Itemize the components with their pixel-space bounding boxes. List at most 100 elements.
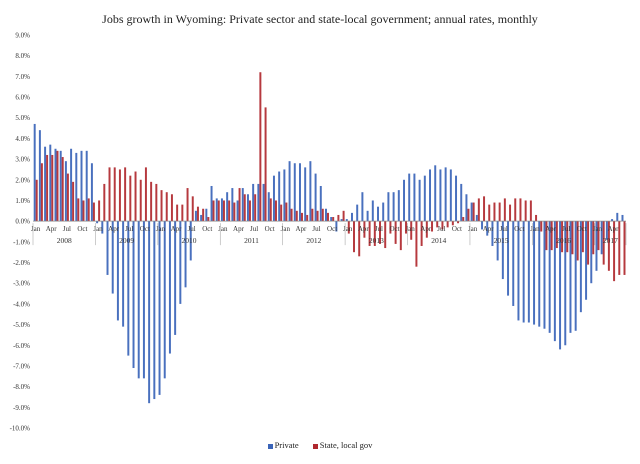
bar-private: [184, 221, 187, 288]
bar-state: [92, 202, 95, 222]
bar-private: [621, 214, 624, 222]
bar-private: [163, 221, 166, 379]
bar-private: [278, 171, 281, 222]
bar-private: [579, 221, 582, 313]
month-tick-label: Jan: [405, 225, 415, 233]
bar-state: [477, 198, 480, 222]
bar-state: [285, 202, 288, 222]
bar-private: [418, 179, 421, 222]
bar-private: [491, 221, 494, 246]
bar-state: [623, 221, 626, 275]
bar-private: [70, 148, 73, 222]
month-tick-label: Jan: [218, 225, 228, 233]
bar-state: [196, 206, 199, 222]
bar-private: [116, 221, 119, 321]
bar-state: [118, 169, 121, 222]
year-label: 2009: [119, 236, 134, 245]
bar-private: [246, 194, 249, 222]
bar-state: [212, 200, 215, 222]
bar-private: [220, 198, 223, 222]
bar-private: [429, 169, 432, 222]
bar-private: [486, 221, 489, 236]
bar-private: [616, 212, 619, 222]
month-tick-label: Apr: [483, 225, 495, 233]
bar-private: [356, 204, 359, 222]
bar-state: [483, 196, 486, 222]
bar-state: [170, 194, 173, 222]
bar-private: [142, 221, 145, 379]
bar-state: [529, 200, 532, 222]
bar-state: [150, 181, 153, 222]
bar-state: [103, 183, 106, 222]
bar-private: [54, 148, 57, 222]
bar-state: [316, 210, 319, 222]
month-tick-label: Oct: [265, 225, 275, 233]
bar-state: [431, 221, 434, 232]
bar-private: [272, 175, 275, 222]
legend-private: Private: [267, 440, 299, 450]
month-tick-label: Oct: [140, 225, 150, 233]
bar-state: [415, 221, 418, 267]
bar-private: [252, 183, 255, 222]
y-tick-label: 7.0%: [15, 73, 30, 81]
month-tick-label: Jan: [93, 225, 103, 233]
bar-state: [509, 204, 512, 222]
month-tick-label: Jul: [562, 225, 570, 233]
month-tick-label: Oct: [327, 225, 337, 233]
month-tick-label: Jul: [437, 225, 445, 233]
bar-state: [181, 204, 184, 222]
year-label: 2013: [369, 236, 384, 245]
bar-private: [59, 150, 62, 222]
month-tick-label: Jul: [375, 225, 383, 233]
bar-state: [540, 221, 543, 232]
bar-private: [293, 163, 296, 222]
bar-private: [361, 192, 364, 222]
bar-private: [127, 221, 130, 356]
bar-state: [420, 221, 423, 246]
bar-private: [106, 221, 109, 275]
bar-state: [436, 221, 439, 228]
y-tick-label: 3.0%: [15, 156, 30, 164]
bar-private: [226, 192, 229, 222]
bar-state: [321, 208, 324, 222]
chart-legend: Private State, local gov: [0, 440, 640, 450]
bar-private: [288, 161, 291, 222]
legend-state: State, local gov: [312, 440, 372, 450]
bar-private: [148, 221, 151, 404]
month-tick-label: Oct: [452, 225, 462, 233]
bar-private: [200, 214, 203, 222]
bar-state: [467, 208, 470, 222]
bar-state: [441, 221, 444, 230]
bar-private: [351, 212, 353, 222]
bar-state: [493, 202, 496, 222]
bar-state: [389, 221, 392, 234]
bar-state: [155, 183, 158, 222]
bar-state: [191, 196, 194, 222]
bar-private: [371, 200, 374, 222]
month-tick-label: Apr: [108, 225, 120, 233]
bar-state: [353, 221, 355, 253]
bar-private: [553, 221, 556, 342]
bar-private: [122, 221, 125, 327]
y-tick-label: -1.0%: [13, 238, 30, 246]
bar-private: [345, 219, 348, 222]
bar-state: [405, 221, 408, 234]
bar-private: [507, 221, 510, 296]
bar-state: [35, 179, 38, 222]
month-tick-label: Apr: [420, 225, 432, 233]
bar-state: [113, 167, 116, 222]
bar-private: [215, 198, 218, 222]
month-tick-label: Oct: [577, 225, 587, 233]
bar-private: [590, 221, 593, 284]
legend-private-swatch: [267, 443, 273, 449]
bar-state: [363, 221, 366, 238]
y-tick-label: -7.0%: [13, 362, 30, 370]
bar-private: [33, 123, 36, 222]
bar-private: [548, 221, 551, 333]
y-tick-label: 0.0%: [15, 218, 30, 226]
month-tick-label: Apr: [46, 225, 58, 233]
bar-private: [382, 202, 385, 222]
bar-state: [519, 198, 522, 222]
bar-state: [347, 221, 350, 234]
bar-private: [439, 169, 442, 222]
